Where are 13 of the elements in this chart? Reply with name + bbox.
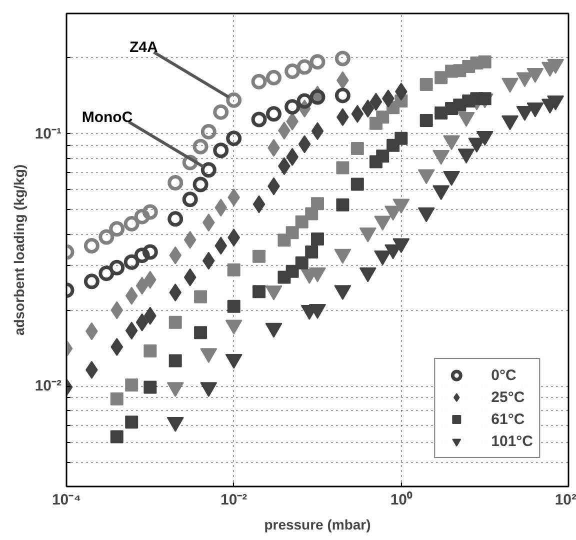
annotation: Z4A: [129, 39, 158, 56]
legend-label: 101°C: [491, 432, 533, 450]
legend-label: 25°C: [491, 388, 525, 406]
x-tick-label: 10⁻²: [220, 492, 248, 508]
x-axis-title: pressure (mbar): [264, 516, 371, 532]
x-tick-label: 10⁻⁴: [52, 492, 82, 508]
legend-label: 0°C: [491, 366, 516, 384]
y-tick-label: 10⁻¹: [34, 125, 62, 142]
legend-label: 61°C: [491, 410, 525, 428]
y-axis-title: adsorbent loading (kg/kg): [10, 164, 27, 336]
x-tick-label: 10⁰: [390, 490, 414, 508]
x-tick-label: 10²: [554, 492, 576, 508]
annotation: MonoC: [82, 108, 133, 126]
